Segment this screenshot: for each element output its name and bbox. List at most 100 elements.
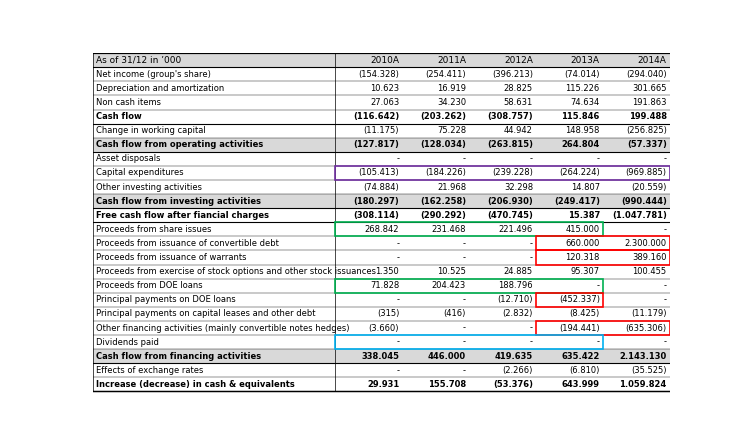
Text: 32.298: 32.298	[504, 183, 533, 191]
Text: -: -	[664, 295, 667, 304]
Text: (308.114): (308.114)	[353, 211, 400, 220]
Text: -: -	[664, 225, 667, 234]
Text: -: -	[463, 323, 466, 333]
Bar	[93, 82, 670, 95]
Text: Proceeds from issuance of warrants: Proceeds from issuance of warrants	[96, 253, 246, 262]
Text: -: -	[530, 253, 533, 262]
Bar	[93, 222, 670, 237]
Text: Depreciation and amortization: Depreciation and amortization	[96, 84, 224, 93]
Bar	[93, 124, 670, 138]
Text: 115.846: 115.846	[562, 112, 600, 121]
Text: 1.059.824: 1.059.824	[620, 380, 667, 389]
Bar	[93, 95, 670, 109]
Text: (990.444): (990.444)	[620, 197, 667, 206]
Text: 100.455: 100.455	[632, 267, 667, 276]
Text: (128.034): (128.034)	[420, 140, 466, 149]
Text: Cash flow from financing activities: Cash flow from financing activities	[96, 352, 261, 361]
Text: (264.224): (264.224)	[559, 168, 600, 178]
Text: -: -	[664, 281, 667, 290]
Text: 2.300.000: 2.300.000	[625, 239, 667, 248]
Text: Asset disposals: Asset disposals	[96, 154, 161, 163]
Text: (127.817): (127.817)	[353, 140, 400, 149]
Text: (470.745): (470.745)	[487, 211, 533, 220]
Text: (194.441): (194.441)	[559, 323, 600, 333]
Text: (74.884): (74.884)	[363, 183, 400, 191]
Text: 28.825: 28.825	[504, 84, 533, 93]
Text: (2.266): (2.266)	[502, 366, 533, 375]
Text: -: -	[463, 239, 466, 248]
Bar	[93, 194, 670, 208]
Text: (74.014): (74.014)	[565, 70, 600, 79]
Bar	[93, 307, 670, 321]
Text: -: -	[664, 338, 667, 346]
Text: (254.411): (254.411)	[426, 70, 466, 79]
Text: (452.337): (452.337)	[559, 295, 600, 304]
Bar	[93, 166, 670, 180]
Text: (11.175): (11.175)	[364, 126, 400, 135]
Text: (396.213): (396.213)	[492, 70, 533, 79]
Text: (2.832): (2.832)	[502, 309, 533, 319]
Text: 338.045: 338.045	[361, 352, 400, 361]
Text: (162.258): (162.258)	[420, 197, 466, 206]
Bar	[93, 250, 670, 264]
Text: (180.297): (180.297)	[353, 197, 400, 206]
Text: (20.559): (20.559)	[632, 183, 667, 191]
Bar	[536, 321, 670, 335]
Text: 2010A: 2010A	[371, 56, 400, 65]
Bar	[336, 335, 603, 349]
Text: 2011A: 2011A	[437, 56, 466, 65]
Text: -: -	[396, 295, 400, 304]
Bar	[336, 279, 603, 293]
Text: 635.422: 635.422	[562, 352, 600, 361]
Text: 155.708: 155.708	[428, 380, 466, 389]
Text: (416): (416)	[443, 309, 466, 319]
Text: 74.634: 74.634	[571, 98, 600, 107]
Text: 21.968: 21.968	[437, 183, 466, 191]
Text: 95.307: 95.307	[571, 267, 600, 276]
Text: (11.179): (11.179)	[631, 309, 667, 319]
Text: Change in working capital: Change in working capital	[96, 126, 205, 135]
Text: -: -	[463, 338, 466, 346]
Text: Free cash flow after fiancial charges: Free cash flow after fiancial charges	[96, 211, 269, 220]
Text: (1.047.781): (1.047.781)	[612, 211, 667, 220]
Text: 29.931: 29.931	[367, 380, 400, 389]
Text: (116.642): (116.642)	[353, 112, 400, 121]
Bar	[536, 237, 670, 250]
Bar	[536, 293, 603, 307]
Text: (3.660): (3.660)	[369, 323, 400, 333]
Text: 1.350: 1.350	[376, 267, 400, 276]
Text: (35.525): (35.525)	[631, 366, 667, 375]
Text: 14.807: 14.807	[571, 183, 600, 191]
Text: (249.417): (249.417)	[554, 197, 600, 206]
Text: 15.387: 15.387	[568, 211, 600, 220]
Text: Proceeds from issuance of convertible debt: Proceeds from issuance of convertible de…	[96, 239, 279, 248]
Text: 2014A: 2014A	[638, 56, 667, 65]
Text: 301.665: 301.665	[632, 84, 667, 93]
Text: 10.623: 10.623	[370, 84, 400, 93]
Text: (105.413): (105.413)	[359, 168, 400, 178]
Bar	[93, 180, 670, 194]
Bar	[93, 53, 670, 67]
Text: Other investing activities: Other investing activities	[96, 183, 202, 191]
Text: Effects of exchange rates: Effects of exchange rates	[96, 366, 203, 375]
Text: -: -	[530, 239, 533, 248]
Text: -: -	[396, 253, 400, 262]
Text: -: -	[396, 366, 400, 375]
Text: (6.810): (6.810)	[569, 366, 600, 375]
Text: (290.292): (290.292)	[420, 211, 466, 220]
Bar	[93, 279, 670, 293]
Text: 120.318: 120.318	[565, 253, 600, 262]
Text: (239.228): (239.228)	[492, 168, 533, 178]
Text: 71.828: 71.828	[370, 281, 400, 290]
Bar	[336, 166, 670, 180]
Text: Other financing activities (mainly convertible notes hedges): Other financing activities (mainly conve…	[96, 323, 350, 333]
Text: Net income (group's share): Net income (group's share)	[96, 70, 211, 79]
Text: -: -	[463, 366, 466, 375]
Text: 660.000: 660.000	[565, 239, 600, 248]
Bar	[93, 152, 670, 166]
Text: 268.842: 268.842	[365, 225, 400, 234]
Text: Capital expenditures: Capital expenditures	[96, 168, 184, 178]
Text: 415.000: 415.000	[565, 225, 600, 234]
Text: -: -	[396, 154, 400, 163]
Text: 58.631: 58.631	[504, 98, 533, 107]
